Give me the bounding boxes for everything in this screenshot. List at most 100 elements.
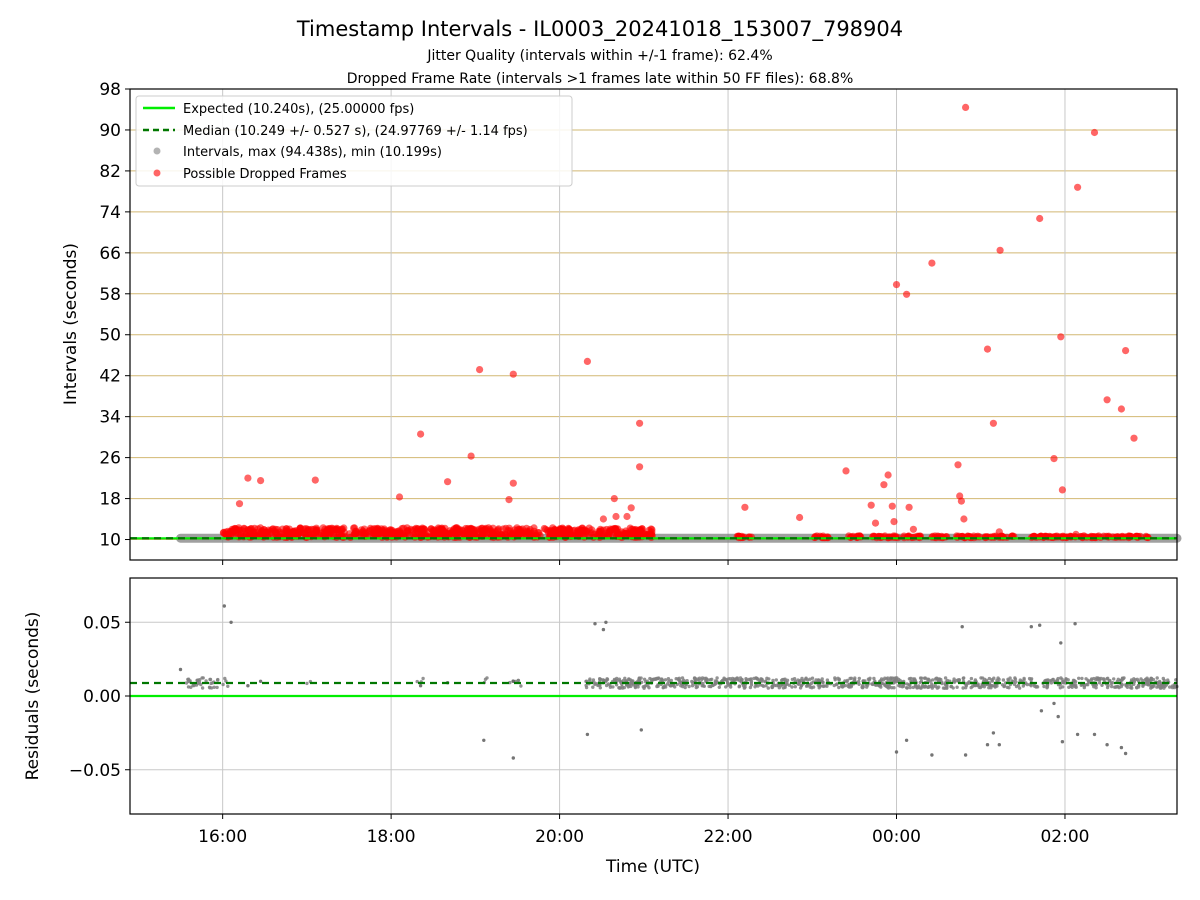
residual-point — [737, 685, 741, 689]
intervals-y-axis-label: Intervals (seconds) — [61, 243, 81, 405]
dropped-frame-outlier — [476, 366, 484, 374]
residual-point — [935, 677, 940, 681]
residual-point — [1105, 677, 1109, 681]
residual-point — [941, 686, 946, 690]
residual-point — [720, 678, 725, 683]
residual-point — [620, 685, 624, 689]
residual-point — [937, 685, 941, 689]
residual-point — [1018, 678, 1022, 682]
residual-point — [908, 685, 912, 690]
residual-point — [1042, 684, 1046, 689]
dropped-frame-outlier — [417, 430, 425, 438]
residual-point — [421, 676, 425, 681]
residual-point — [619, 680, 623, 685]
residual-point — [677, 676, 681, 680]
dropped-frame-point — [478, 530, 486, 538]
residual-point — [857, 682, 861, 686]
dropped-frame-point — [240, 524, 248, 532]
residual-point — [660, 677, 664, 681]
residual-point — [212, 685, 216, 689]
residual-point — [753, 685, 757, 689]
residual-point — [861, 679, 865, 683]
residual-point — [809, 681, 814, 685]
dropped-frame-point — [310, 525, 318, 534]
residual-outlier-point — [1073, 622, 1077, 626]
residual-point — [760, 683, 765, 688]
dropped-frame-outlier — [509, 479, 517, 487]
dropped-frame-point — [355, 530, 363, 539]
residual-point — [771, 678, 775, 683]
dropped-frame-outlier — [1074, 183, 1082, 191]
residual-point — [1149, 686, 1153, 690]
residual-point — [1087, 679, 1091, 684]
dropped-frame-point — [551, 526, 559, 534]
intervals-y-tick-label: 34 — [99, 408, 121, 428]
residual-point — [1157, 679, 1162, 684]
residual-point — [1151, 677, 1156, 682]
residual-point — [1129, 686, 1133, 690]
residual-point — [835, 682, 839, 686]
residual-point — [707, 684, 711, 689]
residual-point — [1070, 685, 1074, 689]
dropped-frame-outlier — [1122, 347, 1130, 355]
residual-point — [964, 682, 968, 687]
residual-point — [200, 686, 205, 690]
residual-point — [885, 685, 890, 689]
residual-outlier-point — [593, 622, 597, 626]
legend: Expected (10.240s), (25.00000 fps) Media… — [135, 95, 573, 187]
legend-dropped-swatch — [153, 169, 161, 177]
residual-point — [1124, 683, 1129, 687]
residual-point — [614, 678, 619, 682]
dropped-frame-outlier — [796, 513, 804, 522]
residual-point — [832, 683, 836, 688]
dropped-frame-point — [362, 529, 370, 537]
residual-point — [690, 684, 695, 688]
residual-point — [1008, 676, 1012, 680]
residual-point — [724, 677, 728, 682]
residual-point — [962, 676, 966, 680]
residual-point — [608, 685, 613, 689]
residual-point — [663, 678, 668, 682]
residual-outlier-point — [1119, 745, 1124, 750]
residual-point — [598, 686, 602, 690]
dropped-frame-point — [1116, 533, 1124, 541]
residual-point — [697, 678, 701, 682]
residual-point — [880, 681, 885, 686]
dropped-frame-point — [278, 529, 286, 537]
residual-point — [860, 686, 865, 690]
residual-point — [923, 684, 928, 689]
residual-point — [905, 682, 909, 686]
residual-point — [1173, 684, 1177, 688]
dropped-frame-outlier — [627, 504, 635, 512]
legend-dropped-label: Possible Dropped Frames — [183, 167, 347, 182]
residual-point — [519, 684, 523, 688]
residual-point — [584, 683, 588, 688]
intervals-y-tick-label: 18 — [99, 490, 121, 510]
residual-point — [591, 685, 595, 689]
dropped-frame-point — [408, 527, 416, 535]
dropped-frame-outlier — [928, 259, 936, 267]
residual-point — [836, 676, 840, 680]
residual-point — [1139, 677, 1143, 681]
dropped-frame-point — [449, 526, 457, 534]
residual-point — [1067, 685, 1071, 689]
residual-point — [833, 676, 837, 680]
x-tick-label: 22:00 — [704, 827, 753, 847]
residual-point — [1159, 685, 1164, 689]
dropped-frame-outlier — [996, 246, 1004, 254]
dropped-frame-outlier — [867, 501, 875, 509]
residual-point — [195, 678, 200, 683]
residual-point — [857, 676, 861, 681]
dropped-frame-point — [515, 530, 524, 539]
dropped-frame-outlier — [962, 103, 970, 111]
residual-point — [713, 682, 718, 686]
dropped-frame-point — [255, 531, 263, 539]
residual-point — [1170, 684, 1175, 688]
residual-point — [1001, 678, 1006, 682]
dropped-frame-point — [498, 531, 506, 539]
dropped-frame-outlier — [623, 512, 631, 521]
residual-point — [516, 678, 520, 683]
residual-point — [702, 684, 706, 688]
residual-point — [1029, 684, 1033, 688]
